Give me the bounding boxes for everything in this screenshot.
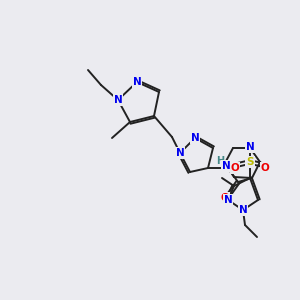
Text: N: N bbox=[224, 195, 232, 205]
Text: S: S bbox=[246, 157, 254, 167]
Text: N: N bbox=[222, 161, 230, 171]
Text: N: N bbox=[176, 148, 184, 158]
Text: N: N bbox=[190, 133, 200, 143]
Text: N: N bbox=[246, 142, 254, 152]
Text: O: O bbox=[261, 163, 269, 173]
Text: N: N bbox=[238, 205, 247, 215]
Text: O: O bbox=[220, 193, 230, 203]
Text: H: H bbox=[216, 156, 224, 166]
Text: N: N bbox=[114, 95, 122, 105]
Text: N: N bbox=[133, 77, 141, 87]
Text: O: O bbox=[231, 163, 239, 173]
